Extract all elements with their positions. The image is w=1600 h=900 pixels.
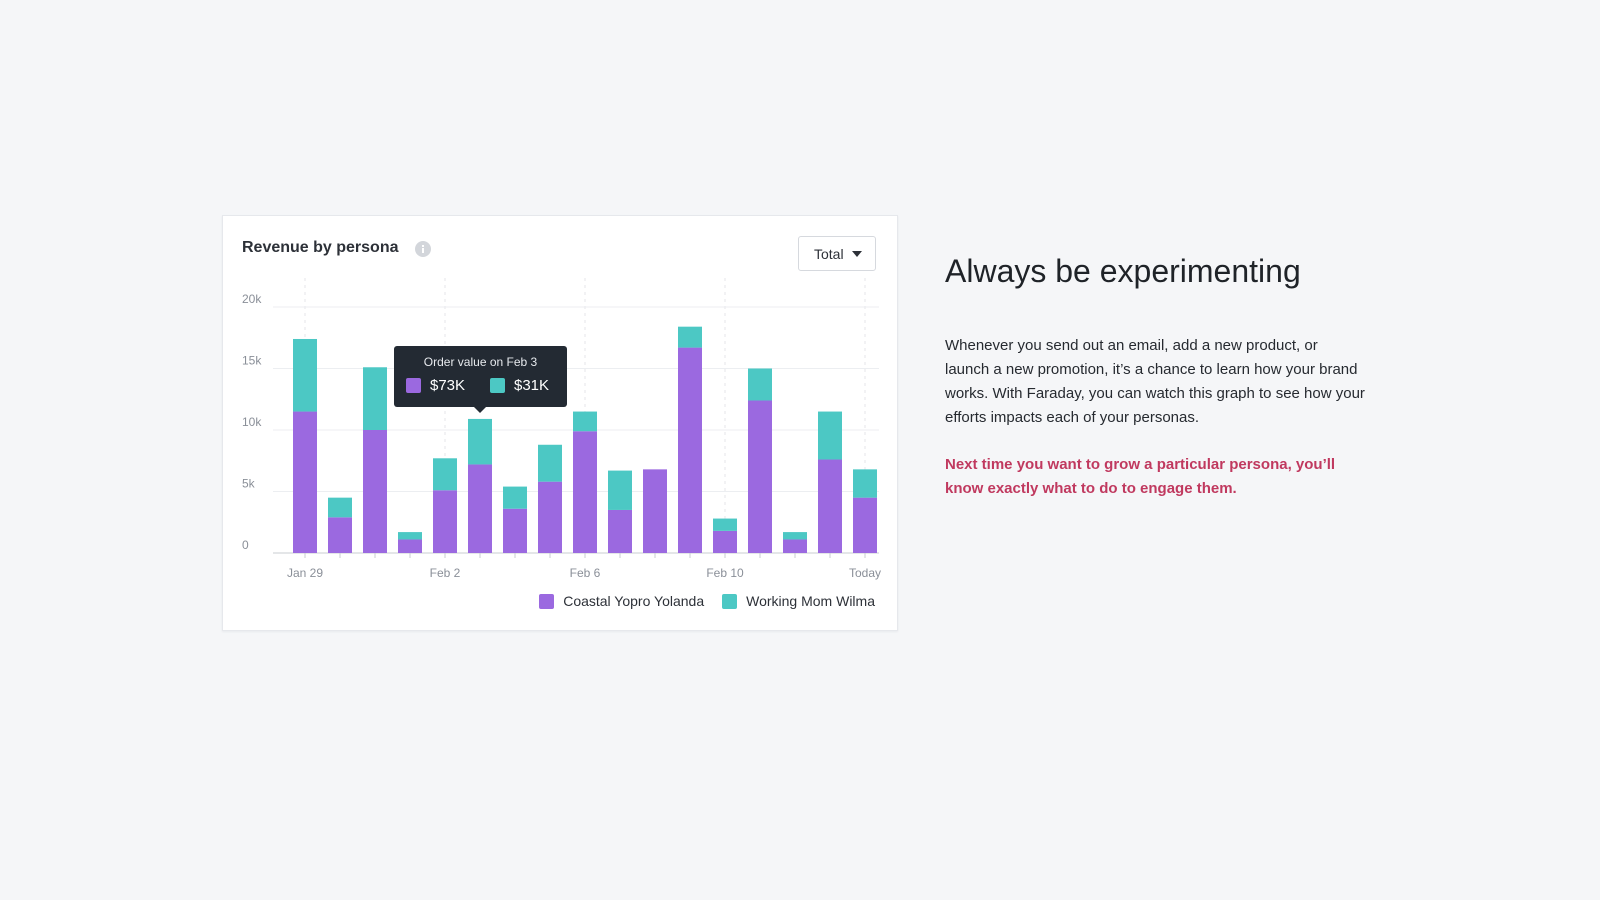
bar-coastal bbox=[818, 459, 842, 553]
chart-tooltip: Order value on Feb 3 $73K $31K bbox=[394, 346, 567, 413]
tooltip-value-working-mom: $31K bbox=[514, 377, 550, 394]
side-accent-text: Next time you want to grow a particular … bbox=[945, 456, 1336, 497]
total-select[interactable]: Total bbox=[798, 236, 876, 271]
bar-coastal bbox=[433, 490, 457, 553]
select-value: Total bbox=[814, 245, 844, 262]
legend-item-coastal[interactable]: Coastal Yopro Yolanda bbox=[539, 593, 704, 609]
y-tick-label: 5k bbox=[242, 477, 256, 491]
legend-label-coastal: Coastal Yopro Yolanda bbox=[563, 593, 705, 609]
bar-working-mom bbox=[398, 532, 422, 540]
bar-coastal bbox=[783, 539, 807, 553]
info-icon[interactable] bbox=[415, 241, 431, 257]
bar-working-mom bbox=[678, 326, 702, 348]
tooltip-value-coastal: $73K bbox=[430, 377, 466, 394]
bar-working-mom bbox=[503, 486, 527, 509]
bar-coastal bbox=[713, 530, 737, 553]
bar-coastal bbox=[503, 508, 527, 553]
bar-working-mom bbox=[363, 367, 387, 430]
tooltip-swatch-coastal bbox=[406, 378, 421, 393]
x-tick-label: Today bbox=[849, 566, 881, 580]
bar-coastal bbox=[328, 517, 352, 553]
chevron-down-icon bbox=[852, 251, 862, 257]
side-heading: Always be experimenting bbox=[945, 253, 1301, 289]
bar-coastal bbox=[573, 431, 597, 553]
legend-label-working-mom: Working Mom Wilma bbox=[746, 593, 875, 609]
bar-working-mom bbox=[293, 338, 317, 412]
bar-working-mom bbox=[433, 458, 457, 491]
bar-coastal bbox=[538, 481, 562, 553]
legend-swatch-working-mom bbox=[722, 593, 738, 609]
revenue-chart: 0 5k 10k 15k 20k Jan 29 Feb 2 Feb 6 Feb 10 Today bbox=[242, 278, 881, 580]
bar-working-mom bbox=[573, 411, 597, 432]
bar-coastal bbox=[468, 464, 492, 553]
bar-coastal bbox=[643, 469, 667, 553]
bar-working-mom bbox=[328, 497, 352, 518]
legend-item-working-mom[interactable]: Working Mom Wilma bbox=[722, 593, 875, 609]
side-body-text: Whenever you send out an email, add a ne… bbox=[945, 337, 1365, 426]
legend-swatch-coastal bbox=[539, 593, 555, 609]
bar-working-mom bbox=[468, 418, 492, 465]
card-title: Revenue by persona bbox=[242, 239, 399, 256]
chart-legend: Coastal Yopro Yolanda Working Mom Wilma bbox=[521, 593, 875, 609]
x-tick-label: Feb 2 bbox=[430, 566, 461, 580]
y-tick-label: 0 bbox=[242, 538, 249, 552]
bar-working-mom bbox=[818, 411, 842, 460]
tooltip-swatch-working-mom bbox=[490, 378, 505, 393]
bar-working-mom bbox=[748, 368, 772, 401]
bar-coastal bbox=[678, 347, 702, 553]
bar-coastal bbox=[293, 411, 317, 553]
bar-coastal bbox=[748, 400, 772, 553]
bar-coastal bbox=[608, 509, 632, 553]
y-tick-label: 20k bbox=[242, 292, 262, 306]
bar-working-mom bbox=[608, 470, 632, 510]
bar-coastal bbox=[363, 430, 387, 553]
bar-working-mom bbox=[853, 469, 877, 498]
x-tick-label: Feb 10 bbox=[706, 566, 744, 580]
bar-coastal bbox=[853, 497, 877, 553]
bar-coastal bbox=[398, 539, 422, 553]
bar-working-mom bbox=[783, 532, 807, 540]
x-tick-label: Feb 6 bbox=[570, 566, 601, 580]
y-tick-label: 15k bbox=[242, 354, 262, 368]
y-tick-label: 10k bbox=[242, 415, 262, 429]
x-tick-label: Jan 29 bbox=[287, 566, 323, 580]
tooltip-title: Order value on Feb 3 bbox=[423, 355, 538, 369]
bar-working-mom bbox=[713, 518, 737, 531]
revenue-card: Revenue by persona Total 0 5k 10k 15k 20k Jan… bbox=[222, 215, 898, 631]
bar-working-mom bbox=[538, 444, 562, 482]
